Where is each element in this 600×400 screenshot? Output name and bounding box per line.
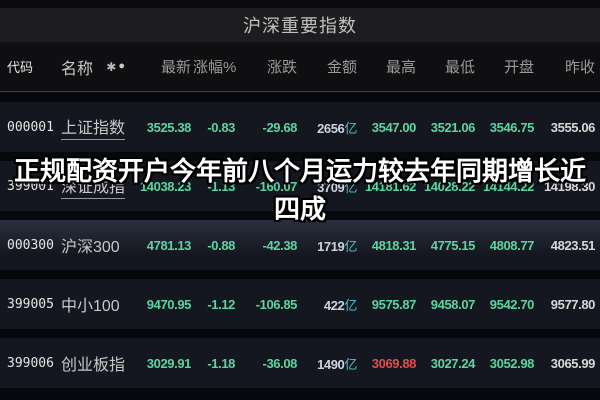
change-pct-value: -1.18 <box>207 355 235 371</box>
prev-close-value: 14198.30 <box>543 178 595 194</box>
amount-unit: 亿 <box>344 179 357 195</box>
header-amount[interactable]: 金额 <box>326 59 357 76</box>
low-value: 14028.22 <box>423 178 475 194</box>
header-code[interactable]: 代码 <box>7 61 34 76</box>
header-change[interactable]: 涨跌 <box>266 59 297 76</box>
index-name: 创业板指 <box>61 357 126 374</box>
amount-value: 3709亿 <box>317 179 357 195</box>
status-bar <box>0 0 600 8</box>
table-header-row: 代码 名称 ✱ ● 最新 涨幅% 涨跌 金额 最高 最低 开盘 昨收 <box>0 42 600 92</box>
header-latest[interactable]: 最新 <box>160 59 191 76</box>
index-name: 深证成指 <box>55 173 127 199</box>
header-high[interactable]: 最高 <box>385 59 416 76</box>
amount-unit: 亿 <box>344 238 357 254</box>
index-table: 000001 上证指数 3525.38 -0.83 -29.68 2656亿 3547.00… <box>0 92 600 388</box>
table-row[interactable]: 000300 沪深300 4781.13 -0.88 -42.38 1719亿 4818.3… <box>0 220 600 270</box>
prev-close-value: 4823.51 <box>550 237 596 253</box>
header-prev-close[interactable]: 昨收 <box>564 59 595 76</box>
amount-value: 1719亿 <box>317 238 357 254</box>
header-name[interactable]: 名称 ✱ ● <box>55 55 127 79</box>
change-value: -160.07 <box>255 178 298 194</box>
high-value: 3069.88 <box>371 355 417 371</box>
latest-value: 3525.38 <box>146 119 192 135</box>
index-code: 000300 <box>7 237 54 253</box>
header-marker-icons: ✱ ● <box>106 61 125 73</box>
high-value: 9575.87 <box>371 296 417 312</box>
prev-close-value: 9577.80 <box>550 296 596 312</box>
low-value: 3027.24 <box>430 355 476 371</box>
open-value: 3052.98 <box>489 355 535 371</box>
star-icon: ✱ <box>106 59 117 74</box>
low-value: 9458.07 <box>430 296 476 312</box>
prev-close-value: 3065.99 <box>550 355 596 371</box>
high-value: 14181.62 <box>364 178 416 194</box>
latest-value: 4781.13 <box>146 237 192 253</box>
header-open[interactable]: 开盘 <box>503 59 534 76</box>
change-pct-value: -0.88 <box>207 237 235 253</box>
open-value: 14144.22 <box>482 178 534 194</box>
latest-value: 14038.23 <box>139 178 191 194</box>
open-value: 4808.77 <box>489 237 535 253</box>
index-code: 399005 <box>7 296 54 312</box>
latest-value: 3029.91 <box>146 355 192 371</box>
amount-unit: 亿 <box>344 297 357 313</box>
index-code: 399001 <box>7 178 54 194</box>
latest-value: 9470.95 <box>146 296 192 312</box>
prev-close-value: 3555.06 <box>550 119 596 135</box>
index-name: 中小100 <box>61 298 120 315</box>
change-pct-value: -1.13 <box>207 178 235 194</box>
table-row[interactable]: 399001 深证成指 14038.23 -1.13 -160.07 3709亿 14181… <box>0 161 600 211</box>
table-row[interactable]: 399005 中小100 9470.95 -1.12 -106.85 422亿 9575.8… <box>0 279 600 329</box>
table-row[interactable]: 000001 上证指数 3525.38 -0.83 -29.68 2656亿 3547.00… <box>0 102 600 152</box>
high-value: 3547.00 <box>371 119 417 135</box>
change-value: -36.08 <box>262 355 298 371</box>
overlay-banner[interactable]: 正规配资开户今年前八个月运力较去年同期增长近四成 <box>13 156 586 224</box>
amount-unit: 亿 <box>344 120 357 136</box>
amount-unit: 亿 <box>344 356 357 372</box>
change-pct-value: -1.12 <box>207 296 235 312</box>
header-low[interactable]: 最低 <box>444 59 475 76</box>
header-change-pct[interactable]: 涨幅% <box>193 59 237 76</box>
page-title: 沪深重要指数 <box>243 16 357 36</box>
amount-value: 2656亿 <box>317 120 357 136</box>
index-name: 上证指数 <box>55 114 127 140</box>
dot-icon: ● <box>118 60 125 72</box>
change-pct-value: -0.83 <box>207 119 235 135</box>
index-code: 399006 <box>7 355 54 371</box>
index-name: 沪深300 <box>61 239 120 256</box>
amount-value: 1490亿 <box>317 356 357 372</box>
low-value: 4775.15 <box>430 237 476 253</box>
open-value: 9542.70 <box>489 296 535 312</box>
change-value: -42.38 <box>262 237 298 253</box>
index-code: 000001 <box>7 119 54 135</box>
amount-value: 422亿 <box>323 297 357 313</box>
header-name-label: 名称 <box>61 60 94 78</box>
change-value: -29.68 <box>262 119 298 135</box>
high-value: 4818.31 <box>371 237 417 253</box>
title-bar: 沪深重要指数 <box>0 8 600 42</box>
change-value: -106.85 <box>255 296 298 312</box>
low-value: 3521.06 <box>430 119 476 135</box>
table-row[interactable]: 399006 创业板指 3029.91 -1.18 -36.08 1490亿 3069.88… <box>0 338 600 388</box>
open-value: 3546.75 <box>489 119 535 135</box>
